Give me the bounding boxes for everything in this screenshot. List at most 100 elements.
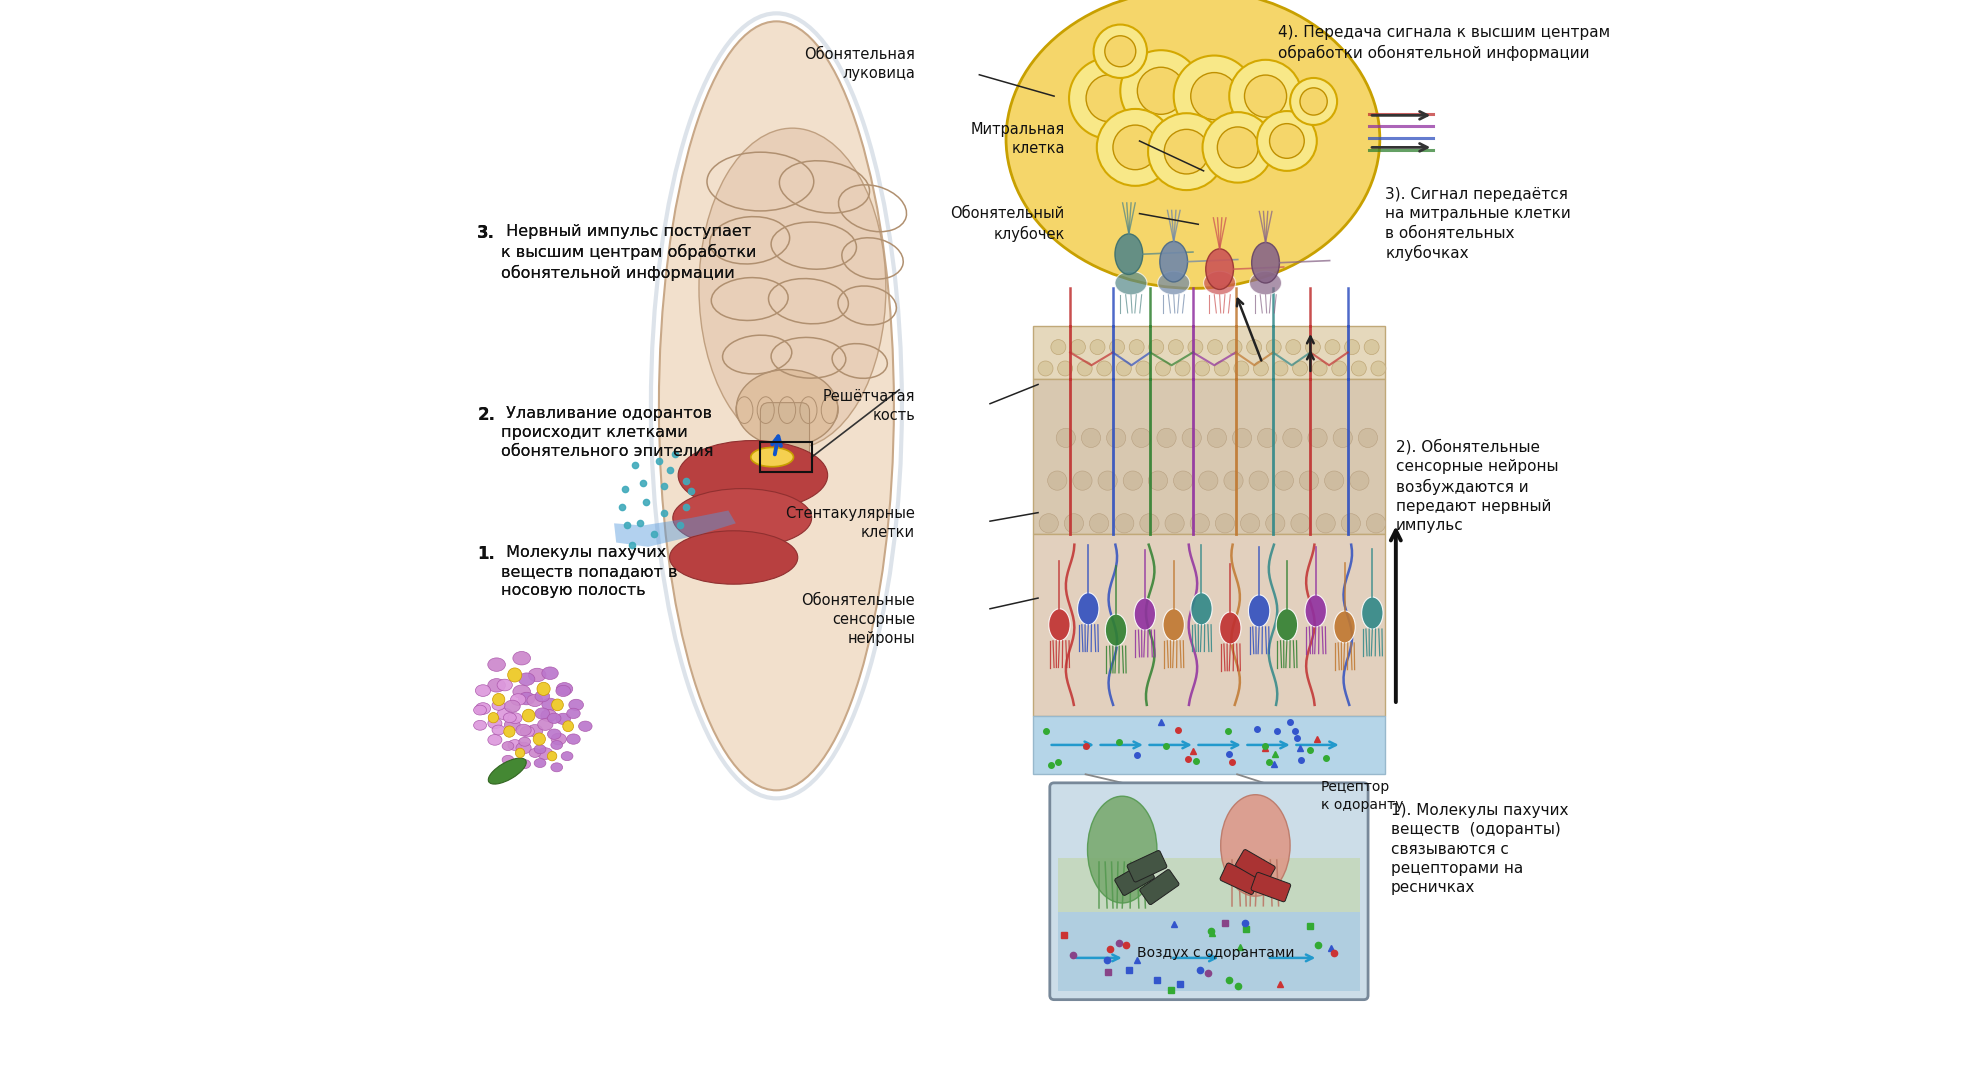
Ellipse shape xyxy=(1077,593,1099,625)
Ellipse shape xyxy=(503,755,515,765)
Ellipse shape xyxy=(491,725,505,735)
Ellipse shape xyxy=(519,692,535,705)
Circle shape xyxy=(503,726,515,737)
Ellipse shape xyxy=(568,700,584,710)
Circle shape xyxy=(1267,340,1281,355)
Circle shape xyxy=(1358,428,1378,447)
Circle shape xyxy=(1214,361,1230,376)
Circle shape xyxy=(1234,361,1249,376)
Circle shape xyxy=(1073,471,1093,490)
Ellipse shape xyxy=(550,740,562,750)
FancyBboxPatch shape xyxy=(1140,869,1178,905)
Ellipse shape xyxy=(539,719,552,731)
Ellipse shape xyxy=(497,708,513,720)
Ellipse shape xyxy=(1206,249,1234,289)
Ellipse shape xyxy=(556,682,572,695)
Circle shape xyxy=(1137,361,1150,376)
Ellipse shape xyxy=(535,691,550,702)
Ellipse shape xyxy=(519,759,531,769)
Ellipse shape xyxy=(1158,271,1190,295)
Ellipse shape xyxy=(550,763,562,772)
Circle shape xyxy=(1230,60,1303,132)
FancyBboxPatch shape xyxy=(1251,873,1291,901)
Text: Обонятельная
луковица: Обонятельная луковица xyxy=(804,47,915,81)
Circle shape xyxy=(1065,514,1083,533)
Ellipse shape xyxy=(497,679,513,691)
Circle shape xyxy=(493,693,505,706)
Ellipse shape xyxy=(521,726,535,737)
Circle shape xyxy=(1164,514,1184,533)
Circle shape xyxy=(1305,340,1321,355)
Circle shape xyxy=(1188,340,1204,355)
FancyBboxPatch shape xyxy=(760,403,810,489)
Circle shape xyxy=(1071,340,1085,355)
Circle shape xyxy=(537,682,550,695)
Ellipse shape xyxy=(503,712,517,723)
Circle shape xyxy=(1194,361,1210,376)
Ellipse shape xyxy=(535,708,550,719)
Circle shape xyxy=(1038,361,1053,376)
Circle shape xyxy=(1047,471,1067,490)
Circle shape xyxy=(1148,113,1226,190)
Circle shape xyxy=(1245,75,1287,117)
Circle shape xyxy=(1228,340,1241,355)
Ellipse shape xyxy=(550,734,566,744)
Circle shape xyxy=(1257,111,1317,171)
Ellipse shape xyxy=(511,694,527,705)
Circle shape xyxy=(1350,471,1368,490)
Text: 1). Молекулы пахучих
веществ  (одоранты)
связываются с
рецепторами на
ресничках: 1). Молекулы пахучих веществ (одоранты) … xyxy=(1390,803,1568,895)
Ellipse shape xyxy=(509,712,523,723)
Ellipse shape xyxy=(527,694,543,707)
Circle shape xyxy=(1156,361,1170,376)
Ellipse shape xyxy=(737,370,838,446)
Text: Молекулы пахучих
веществ попадают в
носовую полость: Молекулы пахучих веществ попадают в носо… xyxy=(501,545,677,598)
Ellipse shape xyxy=(535,758,546,768)
Text: 3.: 3. xyxy=(477,224,495,242)
Circle shape xyxy=(1133,428,1150,447)
Text: Нервный импульс поступает
к высшим центрам обработки
обонятельной информации: Нервный импульс поступает к высшим центр… xyxy=(501,224,756,281)
Circle shape xyxy=(1269,124,1305,158)
Text: Стентакулярные
клетки: Стентакулярные клетки xyxy=(786,506,915,540)
Circle shape xyxy=(1168,340,1184,355)
Text: 2.: 2. xyxy=(477,406,495,424)
Text: Воздух с одорантами: Воздух с одорантами xyxy=(1137,945,1295,960)
Text: 2.: 2. xyxy=(477,406,495,424)
Circle shape xyxy=(1099,471,1117,490)
Ellipse shape xyxy=(527,724,543,737)
Circle shape xyxy=(1089,514,1109,533)
Circle shape xyxy=(1148,471,1168,490)
Ellipse shape xyxy=(566,708,580,719)
Ellipse shape xyxy=(487,718,503,728)
Ellipse shape xyxy=(491,701,505,710)
Ellipse shape xyxy=(513,651,531,665)
Ellipse shape xyxy=(543,698,558,711)
Text: Обонятельный
клубочек: Обонятельный клубочек xyxy=(950,206,1065,242)
Ellipse shape xyxy=(556,686,570,696)
Ellipse shape xyxy=(750,447,794,467)
Circle shape xyxy=(1105,35,1137,66)
Circle shape xyxy=(1291,514,1311,533)
Text: Митральная
клетка: Митральная клетка xyxy=(970,122,1065,156)
Ellipse shape xyxy=(677,440,828,511)
FancyBboxPatch shape xyxy=(1236,849,1275,883)
Circle shape xyxy=(533,733,544,745)
Circle shape xyxy=(1117,361,1131,376)
Ellipse shape xyxy=(548,729,560,739)
Circle shape xyxy=(1333,428,1352,447)
Circle shape xyxy=(1299,471,1319,490)
Ellipse shape xyxy=(1249,271,1281,295)
Circle shape xyxy=(1051,340,1065,355)
Circle shape xyxy=(1174,56,1255,137)
Ellipse shape xyxy=(556,713,570,724)
Circle shape xyxy=(1317,514,1335,533)
Ellipse shape xyxy=(543,666,558,679)
Ellipse shape xyxy=(513,685,531,698)
Text: 2). Обонятельные
сенсорные нейроны
возбуждаются и
передают нервный
импульс: 2). Обонятельные сенсорные нейроны возбу… xyxy=(1396,439,1558,533)
Text: 1.: 1. xyxy=(477,545,495,563)
Circle shape xyxy=(1275,471,1293,490)
Circle shape xyxy=(507,668,523,682)
Text: Рецептор
к одоранту: Рецептор к одоранту xyxy=(1321,780,1404,812)
Text: Молекулы пахучих
веществ попадают в
носовую полость: Молекулы пахучих веществ попадают в носо… xyxy=(501,545,677,598)
Ellipse shape xyxy=(1006,0,1380,288)
Polygon shape xyxy=(614,511,737,547)
